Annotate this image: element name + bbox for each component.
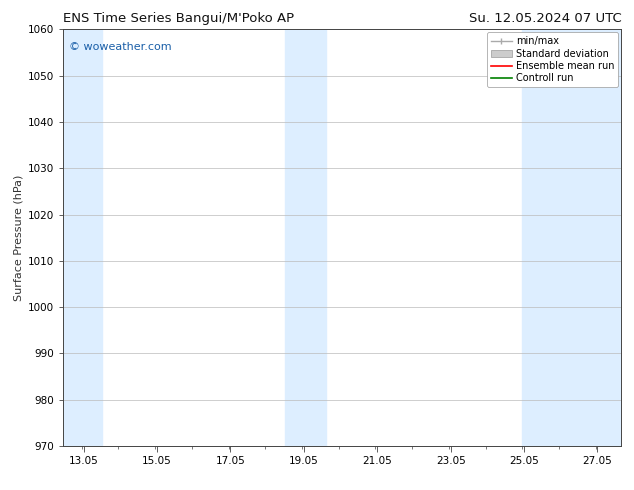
Text: ENS Time Series Bangui/M'Poko AP: ENS Time Series Bangui/M'Poko AP [63,12,295,25]
Bar [285,29,326,446]
Text: © woweather.com: © woweather.com [69,42,172,52]
Bar [522,29,621,446]
Bar [63,29,102,446]
Y-axis label: Surface Pressure (hPa): Surface Pressure (hPa) [14,174,24,301]
Legend: min/max, Standard deviation, Ensemble mean run, Controll run: min/max, Standard deviation, Ensemble me… [487,32,618,87]
Text: Su. 12.05.2024 07 UTC: Su. 12.05.2024 07 UTC [469,12,621,25]
